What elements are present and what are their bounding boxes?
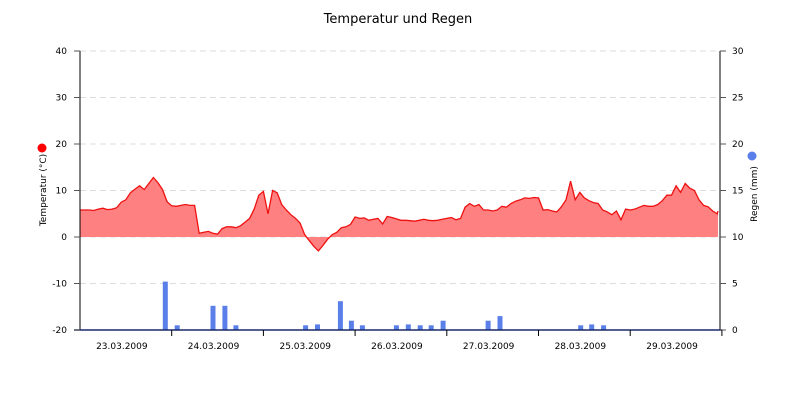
rain-bar — [162, 281, 168, 330]
rain-bar — [337, 301, 343, 330]
right-tick-label: 15 — [732, 187, 743, 197]
rain-bar — [578, 325, 584, 330]
left-tick-label: -10 — [52, 280, 67, 290]
rain-bar — [210, 305, 216, 330]
rain-bar — [405, 324, 411, 330]
x-tick-label: 24.03.2009 — [188, 342, 240, 352]
left-tick-label: 10 — [56, 187, 68, 197]
x-tick-label: 27.03.2009 — [463, 342, 515, 352]
left-tick-label: -20 — [52, 326, 67, 336]
x-axis-ticks: 23.03.2009 24.03.2009 25.03.2009 26.03.2009… — [96, 330, 723, 352]
rain-series — [162, 281, 607, 330]
rain-bar — [428, 325, 434, 330]
right-axis-label: Regen (mm) — [750, 166, 760, 222]
x-tick-label: 26.03.2009 — [371, 342, 423, 352]
rain-legend-marker-icon — [747, 151, 757, 161]
right-tick-label: 30 — [732, 47, 744, 57]
rain-bar — [222, 305, 228, 330]
left-tick-label: 40 — [56, 47, 68, 57]
x-tick-label: 25.03.2009 — [279, 342, 331, 352]
temperature-line — [80, 176, 719, 252]
rain-bar — [303, 325, 309, 330]
temperature-legend-marker-icon — [37, 143, 47, 153]
rain-bar — [497, 316, 503, 330]
rain-bar — [485, 320, 491, 330]
chart-title: Temperatur und Regen — [323, 12, 473, 27]
left-tick-label: 30 — [56, 94, 68, 104]
rain-bar — [417, 325, 423, 330]
rain-bar — [233, 325, 239, 330]
right-tick-label: 10 — [732, 233, 744, 243]
rain-bar — [601, 325, 607, 330]
left-tick-label: 0 — [61, 233, 67, 243]
rain-bar — [393, 325, 399, 330]
rain-bar — [589, 324, 595, 330]
right-tick-label: 0 — [732, 326, 738, 336]
rain-bar — [174, 325, 180, 330]
left-tick-label: 20 — [56, 140, 68, 150]
left-axis-label: Temperatur (°C) — [39, 154, 49, 227]
rain-bar — [348, 320, 354, 330]
right-tick-label: 5 — [732, 280, 738, 290]
right-axis-ticks: 30 25 20 15 10 5 0 — [720, 47, 744, 336]
rain-bar — [359, 325, 365, 330]
rain-bar — [315, 324, 320, 330]
temperature-area — [80, 177, 718, 251]
right-tick-label: 25 — [732, 94, 743, 104]
left-axis-ticks: 40 30 20 10 0 -10 -20 — [52, 47, 80, 336]
rain-bar — [440, 320, 446, 330]
temperature-series — [80, 176, 719, 252]
right-tick-label: 20 — [732, 140, 744, 150]
gridlines — [80, 50, 720, 284]
x-tick-label: 23.03.2009 — [96, 342, 148, 352]
x-tick-label: 29.03.2009 — [646, 342, 698, 352]
x-tick-label: 28.03.2009 — [555, 342, 607, 352]
